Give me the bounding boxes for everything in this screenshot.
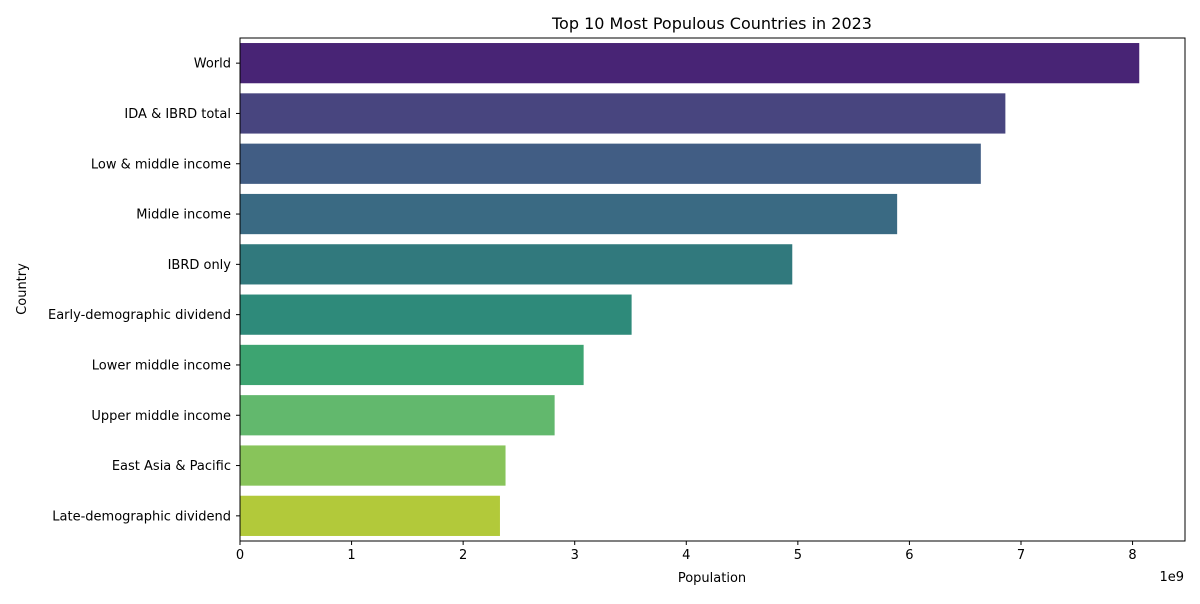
y-tick-label: IBRD only xyxy=(168,258,232,273)
x-tick-label: 8 xyxy=(1128,548,1136,563)
plot-frame xyxy=(239,37,1186,542)
y-tick-label: IDA & IBRD total xyxy=(124,107,231,122)
y-tick-label: Low & middle income xyxy=(91,157,231,172)
bar-0 xyxy=(240,43,1140,84)
x-tick-label: 3 xyxy=(571,548,579,563)
bar-4 xyxy=(240,244,793,285)
bar-9 xyxy=(240,495,500,536)
x-tick-label: 0 xyxy=(236,548,244,563)
y-tick-label: Middle income xyxy=(136,208,231,223)
x-tick-label: 5 xyxy=(794,548,802,563)
x-tick-label: 7 xyxy=(1017,548,1025,563)
x-axis-label: Population xyxy=(678,571,746,586)
y-axis-ticks: World IDA & IBRD total Low & middle income… xyxy=(48,57,240,524)
y-tick-label: Upper middle income xyxy=(91,409,231,424)
bar-6 xyxy=(240,344,584,386)
x-tick-label: 6 xyxy=(905,548,913,563)
bar-5 xyxy=(240,294,632,335)
bar-8 xyxy=(240,445,506,486)
y-tick-label: Early-demographic dividend xyxy=(48,308,231,323)
y-tick-label: World xyxy=(194,57,231,72)
bar-1 xyxy=(240,93,1006,134)
chart-title: Top 10 Most Populous Countries in 2023 xyxy=(551,14,872,33)
x-tick-label: 1 xyxy=(347,548,355,563)
y-tick-label: Lower middle income xyxy=(92,358,231,373)
x-tick-label: 4 xyxy=(682,548,690,563)
x-tick-label: 2 xyxy=(459,548,467,563)
x-axis-offset-label: 1e9 xyxy=(1159,570,1184,585)
bar-7 xyxy=(240,395,555,436)
bar-3 xyxy=(240,193,898,235)
y-tick-label: East Asia & Pacific xyxy=(112,459,231,474)
x-axis-ticks: 0 1 2 3 4 5 6 7 8 xyxy=(236,541,1137,563)
y-axis-label: Country xyxy=(15,263,30,315)
bar-2 xyxy=(240,143,981,184)
bars-group xyxy=(240,43,1140,536)
y-tick-label: Late-demographic dividend xyxy=(52,509,231,524)
